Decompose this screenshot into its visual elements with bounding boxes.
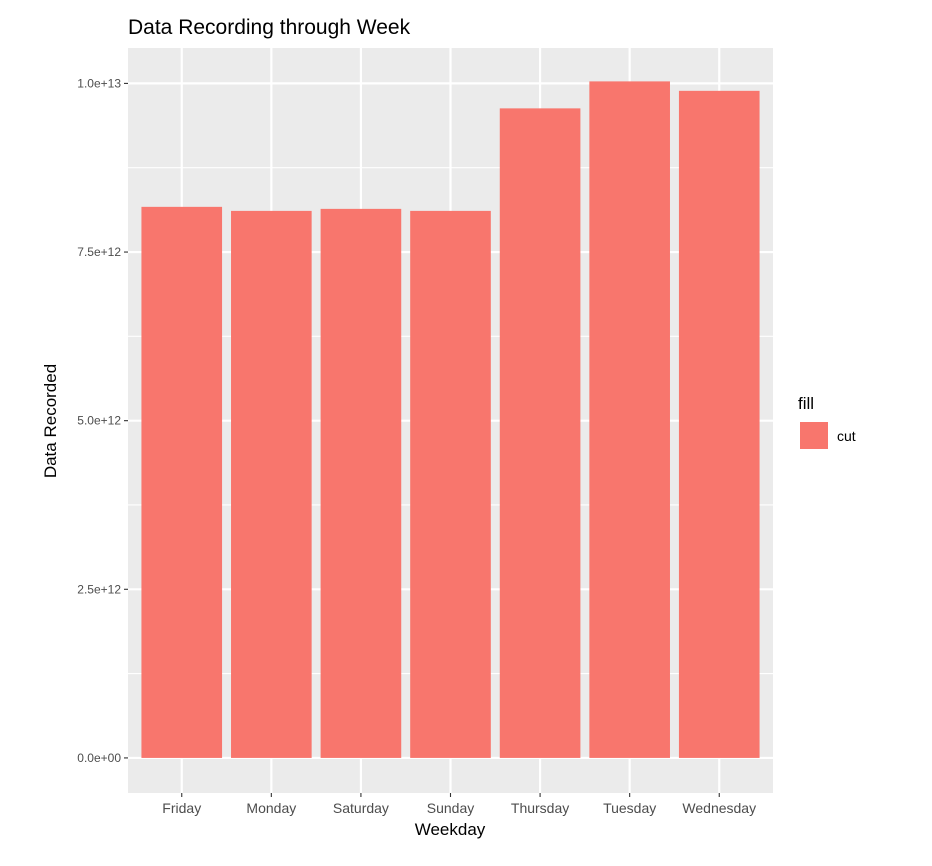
y-tick-label: 7.5e+12 [77,245,121,259]
y-tick-label: 1.0e+13 [77,76,121,90]
chart-title: Data Recording through Week [128,16,411,39]
bar-thursday [499,108,581,758]
y-tick-label: 5.0e+12 [77,414,121,428]
bars [141,81,760,758]
bar-sunday [410,210,491,758]
y-tick-label: 2.5e+12 [77,582,121,596]
x-tick-label: Sunday [427,800,474,816]
legend-title: fill [798,394,814,413]
x-tick-label: Friday [162,800,201,816]
legend: fill cut [798,394,856,449]
y-axis: 0.0e+00 2.5e+12 5.0e+12 7.5e+12 1.0e+13 [77,76,128,765]
x-tick-label: Tuesday [603,800,656,816]
legend-label: cut [837,428,856,444]
legend-key-swatch [800,422,828,449]
bar-monday [231,210,312,758]
x-tick-label: Thursday [511,800,569,816]
x-tick-label: Wednesday [682,800,756,816]
bar-wednesday [678,90,760,758]
x-axis-title: Weekday [415,820,486,839]
bar-saturday [320,208,402,758]
y-axis-title: Data Recorded [41,364,60,478]
y-tick-label: 0.0e+00 [77,751,121,765]
x-tick-label: Monday [246,800,296,816]
bar-friday [141,206,223,758]
x-tick-label: Saturday [333,800,389,816]
bar-tuesday [589,81,670,758]
x-axis: Friday Monday Saturday Sunday Thursday Tuesda… [162,793,756,816]
